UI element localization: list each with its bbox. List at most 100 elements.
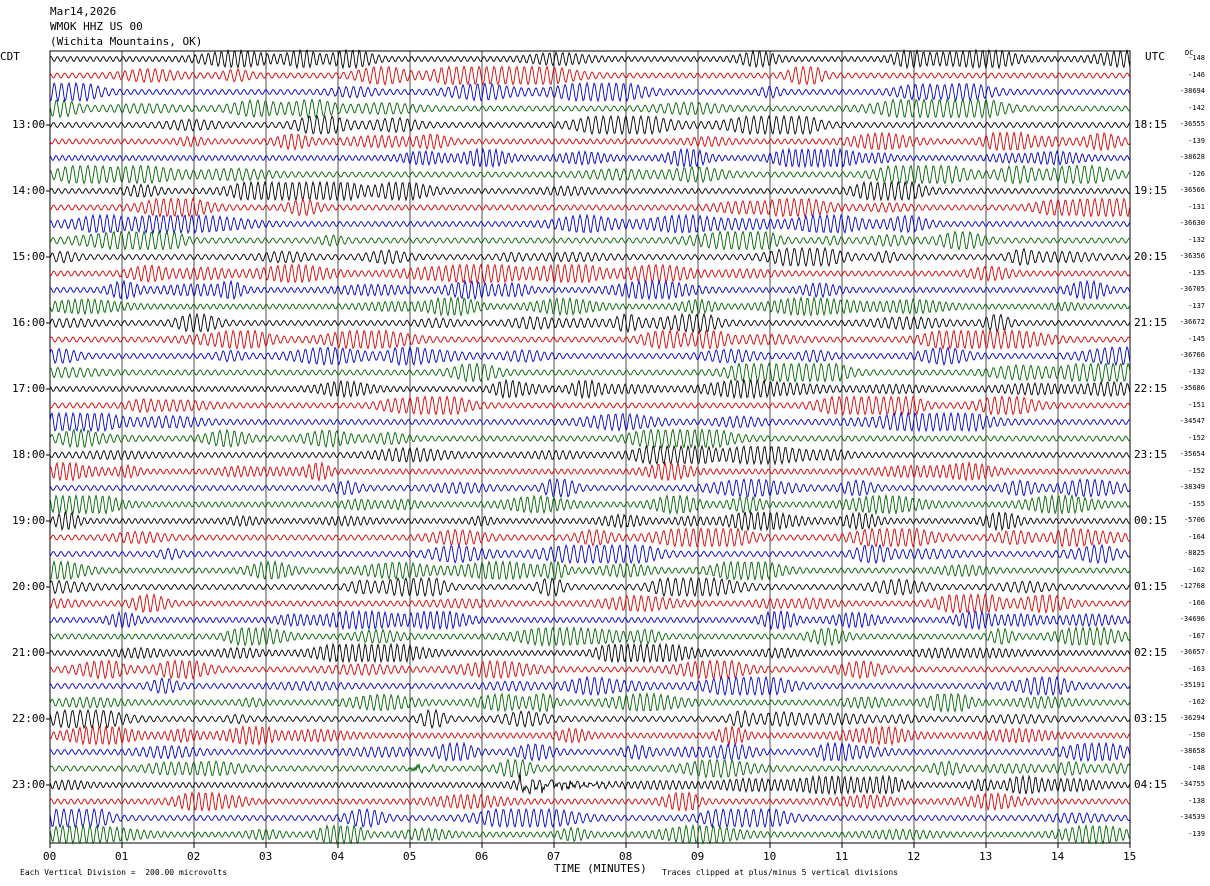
clip-note: Traces clipped at plus/minus 5 vertical … bbox=[662, 868, 899, 877]
dc-offset-label: -34696 bbox=[1179, 615, 1205, 623]
dc-offset-label: -36566 bbox=[1179, 186, 1205, 194]
trace-line bbox=[49, 741, 1131, 763]
dc-offset-label: -152 bbox=[1188, 433, 1205, 442]
dc-offset-label: -35654 bbox=[1179, 450, 1205, 458]
right-hour-label: 03:15 bbox=[1134, 712, 1168, 725]
trace-line bbox=[49, 329, 1131, 350]
left-hour-label: 18:00 bbox=[12, 448, 46, 461]
trace-line bbox=[49, 724, 1131, 747]
x-tick-label: 07 bbox=[547, 850, 561, 863]
trace-line bbox=[49, 493, 1131, 516]
dc-offset-label: -155 bbox=[1188, 499, 1205, 508]
left-hour-label: 19:00 bbox=[12, 514, 46, 527]
x-tick-label: 11 bbox=[835, 850, 849, 863]
x-tick-label: 00 bbox=[43, 850, 57, 863]
dc-offset-label: -34539 bbox=[1179, 813, 1205, 821]
dc-offset-label: -12768 bbox=[1179, 582, 1205, 590]
dc-offset-label: -167 bbox=[1188, 631, 1205, 640]
right-hour-label: 02:15 bbox=[1134, 646, 1168, 659]
right-hour-label: 23:15 bbox=[1134, 448, 1168, 461]
x-tick-label: 12 bbox=[907, 850, 921, 863]
left-timezone-label: CDT bbox=[0, 50, 20, 63]
x-tick-label: 02 bbox=[187, 850, 201, 863]
dc-offset-label: -151 bbox=[1188, 400, 1205, 409]
right-hour-label: 20:15 bbox=[1134, 250, 1168, 263]
trace-line bbox=[49, 65, 1131, 86]
trace-line bbox=[49, 460, 1131, 483]
vertical-scale-note: Each Vertical Division = 200.00 microvol… bbox=[20, 868, 228, 877]
trace-line bbox=[49, 48, 1131, 70]
dc-offset-label: -150 bbox=[1188, 730, 1205, 739]
dc-offset-label: -36657 bbox=[1179, 648, 1205, 656]
trace-line bbox=[49, 213, 1131, 235]
left-hour-label: 22:00 bbox=[12, 712, 46, 725]
trace-line bbox=[49, 708, 1131, 730]
trace-line bbox=[49, 164, 1131, 185]
dc-offset-label: -36356 bbox=[1179, 252, 1205, 260]
trace-line bbox=[49, 772, 1131, 796]
time-grid bbox=[46, 50, 1131, 848]
plot-date: Mar14,2026 bbox=[50, 5, 117, 18]
dc-offset-label: -8825 bbox=[1183, 549, 1205, 557]
dc-offset-label: -163 bbox=[1188, 664, 1205, 673]
dc-offset-label: -135 bbox=[1188, 268, 1205, 277]
dc-offset-label: -139 bbox=[1188, 829, 1205, 838]
left-hour-label: 14:00 bbox=[12, 184, 46, 197]
dc-offset-label: -38694 bbox=[1179, 87, 1205, 95]
trace-line bbox=[49, 263, 1131, 284]
trace-line bbox=[49, 147, 1131, 169]
dc-offset-label: -131 bbox=[1188, 202, 1205, 211]
trace-line bbox=[49, 295, 1131, 318]
left-hour-label: 13:00 bbox=[12, 118, 46, 131]
right-hour-label: 01:15 bbox=[1134, 580, 1168, 593]
x-tick-label: 04 bbox=[331, 850, 345, 863]
right-hour-label: 22:15 bbox=[1134, 382, 1168, 395]
trace-line bbox=[49, 675, 1131, 697]
trace-line bbox=[49, 180, 1131, 202]
trace-line bbox=[49, 246, 1131, 268]
trace-line bbox=[49, 444, 1131, 466]
right-hour-label: 04:15 bbox=[1134, 778, 1168, 791]
left-hour-label: 15:00 bbox=[12, 250, 46, 263]
station-code: WMOK HHZ US 00 bbox=[50, 20, 143, 33]
x-tick-label: 13 bbox=[979, 850, 993, 863]
dc-offset-label: -38628 bbox=[1179, 153, 1205, 161]
trace-line bbox=[49, 511, 1131, 532]
trace-line bbox=[49, 81, 1131, 103]
plot-frame bbox=[49, 50, 1131, 844]
right-hour-label: 21:15 bbox=[1134, 316, 1168, 329]
trace-line bbox=[49, 362, 1131, 383]
dc-offset-label: -36294 bbox=[1179, 714, 1205, 722]
trace-line bbox=[49, 659, 1131, 680]
trace-line bbox=[49, 197, 1131, 218]
trace-line bbox=[49, 130, 1131, 152]
trace-line bbox=[49, 576, 1131, 598]
dc-offset-label: -36555 bbox=[1179, 120, 1205, 128]
dc-offset-label: -132 bbox=[1188, 235, 1205, 244]
dc-offset-label: -162 bbox=[1188, 697, 1205, 706]
x-tick-label: 06 bbox=[475, 850, 489, 863]
x-tick-label: 05 bbox=[403, 850, 417, 863]
dc-offset-label: -162 bbox=[1188, 565, 1205, 574]
dc-offset-label: -35191 bbox=[1179, 681, 1205, 689]
trace-line bbox=[49, 411, 1131, 433]
trace-line bbox=[49, 642, 1131, 664]
seismic-traces bbox=[49, 48, 1131, 846]
x-tick-label: 09 bbox=[691, 850, 705, 863]
trace-line bbox=[49, 345, 1131, 367]
x-axis-title: TIME (MINUTES) bbox=[554, 862, 647, 875]
dc-offset-label: -36672 bbox=[1179, 318, 1205, 326]
trace-line bbox=[49, 312, 1131, 334]
trace-line bbox=[49, 592, 1131, 614]
dc-column-label: DC bbox=[1185, 49, 1194, 57]
dc-offset-label: -166 bbox=[1188, 598, 1205, 607]
dc-offset-label: -148 bbox=[1188, 763, 1205, 772]
dc-offset-label: -132 bbox=[1188, 367, 1205, 376]
trace-line bbox=[49, 543, 1131, 565]
trace-line bbox=[49, 114, 1131, 136]
dc-offset-label: -36630 bbox=[1179, 219, 1205, 227]
dc-offset-label: -38658 bbox=[1179, 747, 1205, 755]
trace-line bbox=[49, 477, 1131, 499]
dc-offset-label: -138 bbox=[1188, 796, 1205, 805]
